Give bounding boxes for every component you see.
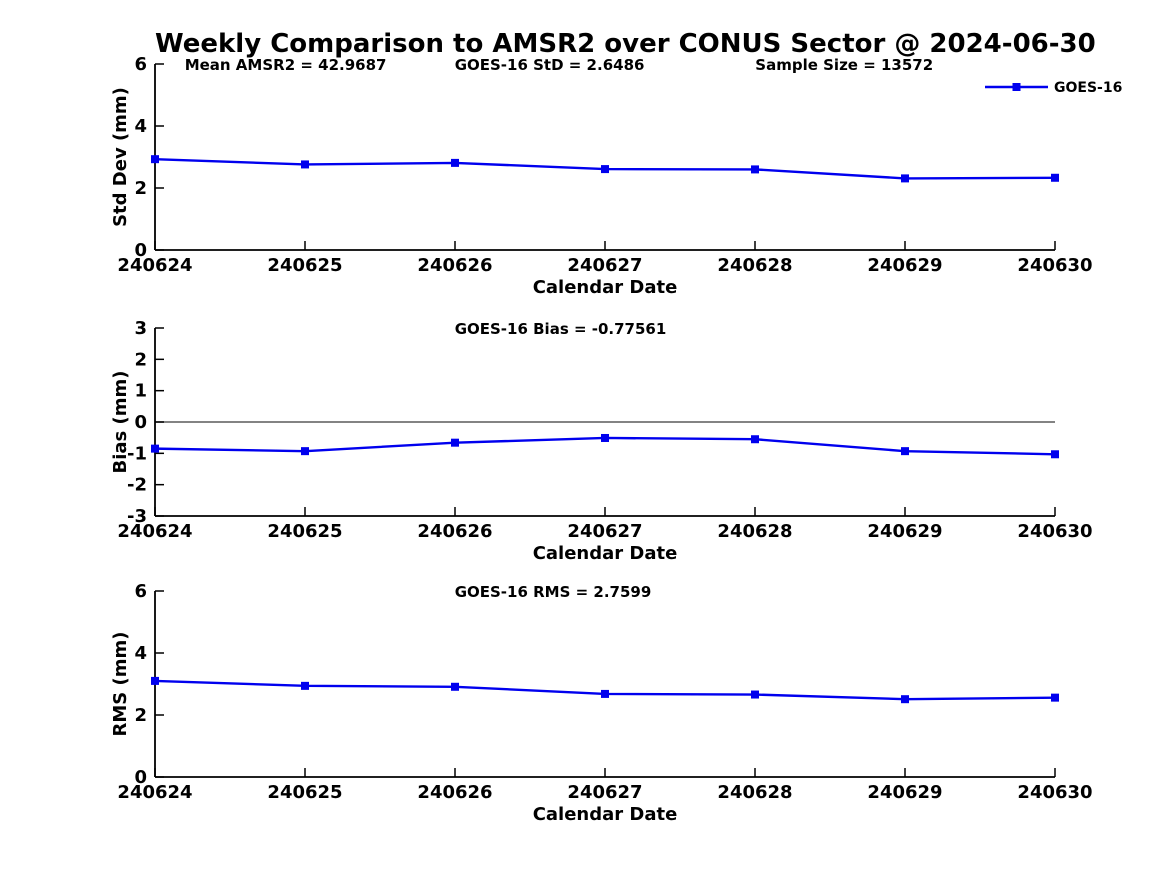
- data-point-marker: [1051, 450, 1059, 459]
- x-tick-label: 240625: [267, 782, 342, 803]
- x-tick-label: 240629: [867, 782, 942, 803]
- x-tick-label: 240626: [417, 782, 492, 803]
- x-axis-label: Calendar Date: [533, 804, 678, 825]
- legend-marker: [1012, 83, 1021, 91]
- stat-annotation: GOES-16 Bias = -0.77561: [455, 320, 667, 338]
- data-point-marker: [451, 682, 459, 691]
- stat-annotation: Sample Size = 13572: [755, 56, 933, 74]
- x-tick-label: 240630: [1017, 782, 1092, 803]
- x-tick-label: 240626: [417, 255, 492, 276]
- stat-annotation: GOES-16 StD = 2.6486: [455, 56, 645, 74]
- x-tick-label: 240628: [717, 255, 792, 276]
- y-axis-label: RMS (mm): [110, 632, 131, 737]
- y-tick-label: 2: [134, 705, 147, 726]
- data-point-marker: [751, 690, 759, 699]
- y-tick-label: 0: [134, 412, 147, 433]
- stat-annotation: Mean AMSR2 = 42.9687: [185, 56, 387, 74]
- data-point-marker: [751, 165, 759, 174]
- x-tick-label: 240626: [417, 521, 492, 542]
- data-point-marker: [601, 165, 609, 174]
- x-tick-label: 240624: [117, 782, 192, 803]
- data-point-marker: [901, 174, 909, 183]
- y-tick-label: 4: [134, 643, 147, 664]
- data-point-marker: [601, 689, 609, 698]
- data-point-marker: [151, 444, 159, 453]
- y-tick-label: -3: [127, 506, 147, 527]
- chart-title: Weekly Comparison to AMSR2 over CONUS Se…: [155, 29, 1096, 59]
- x-tick-label: 240627: [567, 255, 642, 276]
- y-tick-label: 6: [134, 54, 147, 75]
- y-tick-label: -2: [127, 475, 147, 496]
- x-tick-label: 240627: [567, 521, 642, 542]
- x-axis-label: Calendar Date: [533, 543, 678, 564]
- y-tick-label: 0: [134, 767, 147, 788]
- x-tick-label: 240629: [867, 255, 942, 276]
- data-point-marker: [451, 158, 459, 167]
- y-tick-label: -1: [127, 443, 147, 464]
- x-tick-label: 240628: [717, 782, 792, 803]
- y-tick-label: 2: [134, 178, 147, 199]
- x-tick-label: 240627: [567, 782, 642, 803]
- data-point-marker: [301, 160, 309, 169]
- legend-label: GOES-16: [1054, 80, 1122, 96]
- y-tick-label: 1: [134, 381, 147, 402]
- data-point-marker: [301, 681, 309, 690]
- subplot-rms: 0 2 4 6 240624 240625 240626 240627 240628 240629…: [110, 581, 1093, 825]
- data-point-marker: [451, 438, 459, 447]
- y-axis-label: Std Dev (mm): [110, 87, 131, 227]
- x-tick-label: 240625: [267, 521, 342, 542]
- x-tick-label: 240628: [717, 521, 792, 542]
- y-tick-label: 6: [134, 581, 147, 602]
- data-point-marker: [901, 695, 909, 704]
- data-point-marker: [151, 676, 159, 685]
- data-point-marker: [751, 435, 759, 444]
- x-tick-label: 240630: [1017, 521, 1092, 542]
- x-tick-label: 240625: [267, 255, 342, 276]
- data-point-marker: [601, 433, 609, 442]
- x-tick-label: 240624: [117, 521, 192, 542]
- x-tick-label: 240629: [867, 521, 942, 542]
- data-point-marker: [151, 155, 159, 164]
- stat-annotation: GOES-16 RMS = 2.7599: [455, 583, 652, 601]
- subplot-std-dev: 0 2 4 6 240624 240625 240626 240627 240628 240629…: [110, 54, 1122, 298]
- y-tick-label: 2: [134, 349, 147, 370]
- y-tick-label: 3: [134, 318, 147, 339]
- x-axis-label: Calendar Date: [533, 277, 678, 298]
- y-tick-label: 0: [134, 240, 147, 261]
- x-tick-label: 240624: [117, 255, 192, 276]
- y-tick-label: 4: [134, 116, 147, 137]
- x-tick-label: 240630: [1017, 255, 1092, 276]
- data-point-marker: [1051, 693, 1059, 702]
- data-point-marker: [301, 447, 309, 456]
- legend: GOES-16: [985, 80, 1122, 96]
- data-point-marker: [1051, 173, 1059, 182]
- data-point-marker: [901, 447, 909, 456]
- y-axis-label: Bias (mm): [110, 371, 131, 474]
